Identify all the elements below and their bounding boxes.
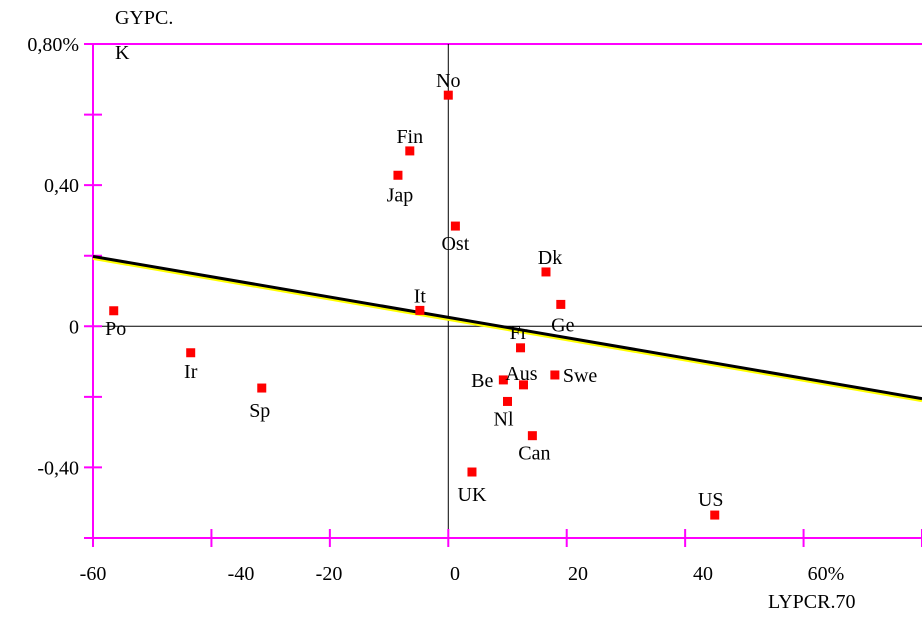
y-tick-label: 0,80%	[27, 34, 79, 56]
point-no	[443, 90, 453, 100]
x-tick-label: 60%	[808, 563, 845, 585]
point-label-us: US	[698, 489, 724, 511]
point-aus	[518, 380, 528, 390]
point-label-swe: Swe	[563, 365, 598, 387]
y-axis-label-line-1: GYPC.	[115, 7, 173, 29]
point-label-aus: Aus	[505, 363, 537, 385]
y-tick-label: -0,40	[37, 457, 79, 479]
x-tick-label: -40	[228, 563, 255, 585]
point-us	[710, 510, 720, 520]
point-swe	[550, 370, 560, 380]
point-label-ge: Ge	[551, 314, 574, 336]
point-label-nl: Nl	[494, 408, 514, 430]
point-label-fr: Fr	[510, 322, 528, 344]
axis-ticks: 0,80% 0,40 0 -0,40 -60 -40 -20 0 20 40 60%	[27, 34, 922, 585]
point-label-uk: UK	[458, 484, 487, 506]
point-label-be: Be	[471, 370, 493, 392]
point-it	[415, 305, 425, 315]
point-nl	[503, 396, 512, 406]
point-label-po: Po	[105, 318, 126, 340]
point-label-dk: Dk	[538, 247, 562, 269]
point-ge	[556, 299, 566, 309]
y-tick-label: 0	[69, 316, 79, 338]
point-ir	[186, 348, 196, 358]
point-label-ir: Ir	[184, 361, 198, 383]
point-label-sp: Sp	[249, 400, 270, 422]
point-fr	[516, 343, 526, 353]
regression-line-shadow	[92, 256, 922, 403]
point-dk	[541, 267, 551, 277]
x-tick-label: 0	[450, 563, 460, 585]
point-can	[527, 431, 537, 441]
point-uk	[467, 467, 477, 477]
x-axis-label: LYPCR.70	[768, 591, 855, 613]
point-label-ost: Ost	[441, 233, 469, 255]
point-ost	[450, 221, 460, 231]
point-jap	[393, 170, 403, 180]
point-label-can: Can	[518, 443, 550, 465]
point-fin	[405, 146, 415, 156]
y-tick-label: 0,40	[44, 175, 79, 197]
y-axis-label-line-2: K	[115, 42, 130, 64]
x-tick-label: -60	[80, 563, 107, 585]
regression-line	[92, 254, 922, 401]
point-label-it: It	[414, 285, 427, 307]
point-label-no: No	[436, 70, 460, 92]
x-tick-label: 40	[693, 563, 713, 585]
point-be	[498, 375, 508, 385]
plot-frame	[92, 43, 922, 539]
x-tick-label: 20	[568, 563, 588, 585]
point-label-jap: Jap	[387, 184, 414, 206]
point-sp	[257, 383, 267, 393]
axis-labels: GYPC. K LYPCR.70	[115, 7, 855, 613]
point-po	[109, 306, 119, 316]
point-label-fin: Fin	[396, 126, 423, 148]
zero-axes	[93, 44, 922, 538]
regression-line-group	[92, 254, 922, 403]
x-tick-label: -20	[316, 563, 343, 585]
